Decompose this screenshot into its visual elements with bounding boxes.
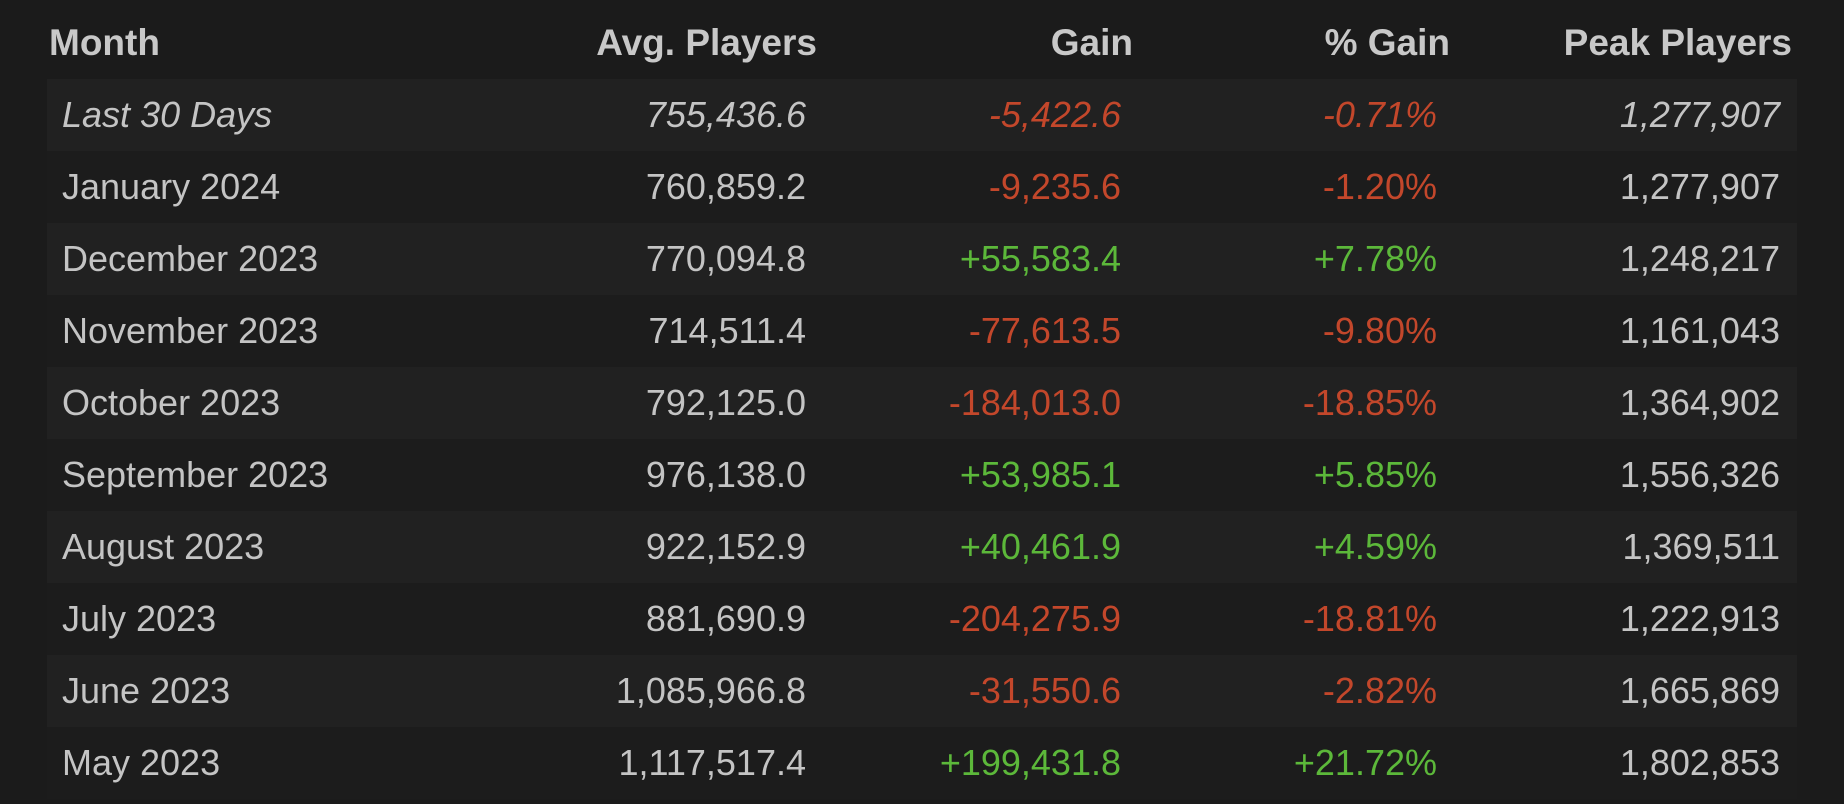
cell-gain: -184,013.0 bbox=[948, 382, 1121, 423]
cell-gain: +199,431.8 bbox=[939, 742, 1121, 783]
cell-gain: -77,613.5 bbox=[968, 310, 1121, 351]
cell-pct-gain: -18.85% bbox=[1302, 382, 1437, 423]
cell-peak-players: 1,161,043 bbox=[1619, 310, 1780, 351]
cell-month: December 2023 bbox=[62, 238, 319, 279]
cell-peak-players: 1,556,326 bbox=[1619, 454, 1780, 495]
cell-peak-players: 1,277,907 bbox=[1619, 94, 1780, 135]
cell-pct-gain: +7.78% bbox=[1313, 238, 1437, 279]
row-background bbox=[47, 655, 1797, 727]
cell-pct-gain: +4.59% bbox=[1313, 526, 1437, 567]
cell-gain: -9,235.6 bbox=[988, 166, 1121, 207]
row-background bbox=[47, 511, 1797, 583]
cell-peak-players: 1,248,217 bbox=[1619, 238, 1780, 279]
cell-avg-players: 770,094.8 bbox=[645, 238, 806, 279]
cell-peak-players: 1,802,853 bbox=[1619, 742, 1780, 783]
cell-month: October 2023 bbox=[62, 382, 281, 423]
cell-gain: -204,275.9 bbox=[948, 598, 1121, 639]
cell-gain: -5,422.6 bbox=[988, 94, 1121, 135]
cell-month: January 2024 bbox=[62, 166, 281, 207]
cell-peak-players: 1,369,511 bbox=[1622, 526, 1780, 567]
header-peak-players: Peak Players bbox=[1563, 22, 1792, 63]
cell-peak-players: 1,222,913 bbox=[1619, 598, 1780, 639]
cell-avg-players: 1,085,966.8 bbox=[615, 670, 806, 711]
cell-pct-gain: -9.80% bbox=[1322, 310, 1437, 351]
cell-avg-players: 755,436.6 bbox=[645, 94, 806, 135]
cell-avg-players: 976,138.0 bbox=[645, 454, 806, 495]
row-background bbox=[47, 223, 1797, 295]
cell-peak-players: 1,665,869 bbox=[1619, 670, 1780, 711]
cell-month: September 2023 bbox=[62, 454, 329, 495]
cell-gain: +55,583.4 bbox=[959, 238, 1121, 279]
cell-gain: +53,985.1 bbox=[959, 454, 1121, 495]
header-month: Month bbox=[49, 22, 160, 63]
cell-month: Last 30 Days bbox=[62, 94, 273, 135]
header-gain: Gain bbox=[1050, 22, 1133, 63]
cell-gain: +40,461.9 bbox=[959, 526, 1121, 567]
cell-pct-gain: -2.82% bbox=[1322, 670, 1437, 711]
cell-avg-players: 1,117,517.4 bbox=[618, 742, 806, 783]
cell-avg-players: 760,859.2 bbox=[645, 166, 806, 207]
row-background bbox=[47, 583, 1797, 655]
cell-avg-players: 714,511.4 bbox=[648, 310, 806, 351]
header-avg-players: Avg. Players bbox=[596, 22, 817, 63]
cell-pct-gain: +21.72% bbox=[1293, 742, 1437, 783]
cell-month: November 2023 bbox=[62, 310, 319, 351]
cell-month: June 2023 bbox=[62, 670, 231, 711]
cell-avg-players: 881,690.9 bbox=[645, 598, 806, 639]
row-background bbox=[47, 727, 1797, 799]
cell-peak-players: 1,277,907 bbox=[1619, 166, 1780, 207]
cell-gain: -31,550.6 bbox=[968, 670, 1121, 711]
cell-month: May 2023 bbox=[62, 742, 221, 783]
cell-avg-players: 792,125.0 bbox=[645, 382, 806, 423]
row-background bbox=[47, 79, 1797, 151]
row-background bbox=[47, 295, 1797, 367]
cell-pct-gain: -0.71% bbox=[1322, 94, 1437, 135]
header-pct-gain: % Gain bbox=[1324, 22, 1450, 63]
cell-pct-gain: -18.81% bbox=[1302, 598, 1437, 639]
cell-month: July 2023 bbox=[62, 598, 217, 639]
cell-pct-gain: -1.20% bbox=[1322, 166, 1437, 207]
cell-peak-players: 1,364,902 bbox=[1619, 382, 1780, 423]
row-background bbox=[47, 367, 1797, 439]
cell-pct-gain: +5.85% bbox=[1313, 454, 1437, 495]
cell-avg-players: 922,152.9 bbox=[645, 526, 806, 567]
cell-month: August 2023 bbox=[62, 526, 265, 567]
row-background bbox=[47, 151, 1797, 223]
row-background bbox=[47, 439, 1797, 511]
